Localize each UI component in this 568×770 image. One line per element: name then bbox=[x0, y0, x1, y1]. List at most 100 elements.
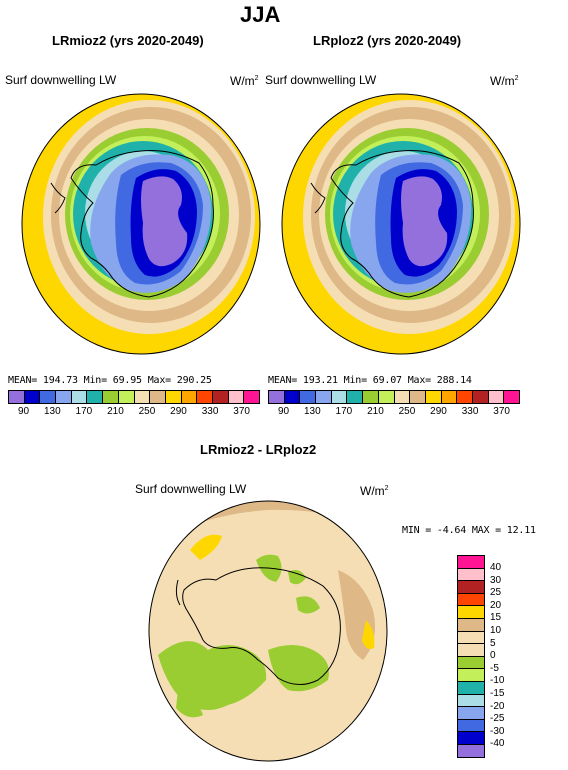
swatch bbox=[134, 391, 151, 403]
tick-label: 370 bbox=[493, 406, 510, 417]
swatch bbox=[165, 391, 182, 403]
colorbar-diff-ticks: 40 30 25 20 15 10 5 0 -5 -10 -15 -20 -25… bbox=[490, 562, 504, 751]
map-right bbox=[281, 93, 521, 355]
tick-label: 290 bbox=[170, 406, 187, 417]
swatch bbox=[458, 618, 484, 632]
tick-label: -10 bbox=[490, 675, 505, 687]
swatch bbox=[504, 391, 519, 403]
tick-label: 20 bbox=[490, 599, 502, 611]
swatch bbox=[410, 391, 426, 403]
swatch bbox=[458, 669, 484, 682]
swatch bbox=[300, 391, 317, 403]
swatch bbox=[458, 719, 484, 733]
swatch bbox=[181, 391, 198, 403]
swatch bbox=[212, 391, 229, 403]
swatch bbox=[103, 391, 119, 403]
tick-label: 330 bbox=[201, 406, 219, 417]
swatch bbox=[197, 391, 213, 403]
swatch bbox=[118, 391, 135, 403]
panel-left-title: LRmioz2 (yrs 2020-2049) bbox=[52, 33, 204, 48]
panel-right-title: LRploz2 (yrs 2020-2049) bbox=[313, 33, 462, 48]
colorbar-left: 90 130 170 210 250 290 330 370 bbox=[8, 390, 260, 417]
swatch bbox=[472, 391, 489, 403]
panel-left-units: W/m2 bbox=[230, 74, 259, 88]
colorbar-right-swatches bbox=[268, 390, 520, 404]
swatch bbox=[458, 631, 484, 645]
colorbar-diff bbox=[457, 555, 485, 758]
swatch bbox=[458, 732, 484, 745]
tick-label: 5 bbox=[490, 637, 496, 649]
swatch bbox=[150, 391, 166, 403]
swatch bbox=[9, 391, 25, 403]
tick-label: 130 bbox=[43, 406, 61, 417]
tick-label: 330 bbox=[461, 406, 479, 417]
panel-right-units: W/m2 bbox=[490, 74, 519, 88]
panel-left-variable: Surf downwelling LW bbox=[5, 73, 117, 87]
swatch bbox=[331, 391, 348, 403]
swatch bbox=[458, 694, 484, 708]
diff-stats: MIN = -4.64 MAX = 12.11 bbox=[402, 525, 536, 536]
tick-label: 170 bbox=[335, 406, 353, 417]
swatch bbox=[458, 556, 484, 569]
swatch bbox=[488, 391, 505, 403]
tick-label: -5 bbox=[490, 662, 499, 674]
tick-label: -25 bbox=[490, 713, 505, 725]
tick-label: 30 bbox=[490, 574, 502, 586]
swatch bbox=[40, 391, 57, 403]
panel-left-stats: MEAN= 194.73 Min= 69.95 Max= 290.25 bbox=[8, 375, 212, 386]
swatch bbox=[458, 568, 484, 582]
swatch bbox=[87, 391, 104, 403]
colorbar-right: 90 130 170 210 250 290 330 370 bbox=[268, 390, 520, 417]
swatch bbox=[458, 681, 484, 695]
swatch bbox=[441, 391, 458, 403]
colorbar-right-ticks: 90 130 170 210 250 290 330 370 bbox=[268, 404, 520, 417]
swatch bbox=[56, 391, 72, 403]
panel-right-stats: MEAN= 193.21 Min= 69.07 Max= 288.14 bbox=[268, 375, 472, 386]
swatch bbox=[284, 391, 301, 403]
tick-label: 370 bbox=[233, 406, 250, 417]
map-left bbox=[21, 93, 261, 355]
swatch bbox=[458, 644, 484, 657]
tick-label: 210 bbox=[107, 406, 124, 417]
swatch bbox=[316, 391, 332, 403]
swatch bbox=[363, 391, 379, 403]
tick-label: 25 bbox=[490, 587, 502, 599]
tick-label: 90 bbox=[278, 406, 290, 417]
tick-label: 250 bbox=[138, 406, 156, 417]
colorbar-left-ticks: 90 130 170 210 250 290 330 370 bbox=[8, 404, 260, 417]
tick-label: 40 bbox=[490, 562, 502, 573]
tick-label: 170 bbox=[75, 406, 93, 417]
tick-label: 90 bbox=[18, 406, 30, 417]
tick-label: -40 bbox=[490, 738, 505, 750]
colorbar-diff-swatches bbox=[457, 555, 485, 758]
swatch bbox=[458, 606, 484, 619]
diff-title: LRmioz2 - LRploz2 bbox=[200, 442, 317, 457]
tick-label: 210 bbox=[367, 406, 384, 417]
swatch bbox=[458, 581, 484, 594]
swatch bbox=[71, 391, 88, 403]
tick-label: -30 bbox=[490, 725, 505, 737]
tick-label: -15 bbox=[490, 687, 505, 699]
swatch bbox=[24, 391, 41, 403]
swatch bbox=[228, 391, 245, 403]
main-title: JJA bbox=[240, 2, 281, 27]
tick-label: 130 bbox=[303, 406, 321, 417]
swatch bbox=[394, 391, 411, 403]
map-diff bbox=[148, 500, 388, 762]
tick-label: 250 bbox=[398, 406, 416, 417]
swatch bbox=[378, 391, 395, 403]
swatch bbox=[244, 391, 259, 403]
panel-right-variable: Surf downwelling LW bbox=[265, 73, 377, 87]
swatch bbox=[458, 744, 484, 757]
swatch bbox=[269, 391, 285, 403]
swatch bbox=[457, 391, 473, 403]
tick-label: 0 bbox=[490, 650, 496, 662]
swatch bbox=[347, 391, 364, 403]
swatch bbox=[458, 593, 484, 607]
tick-label: 290 bbox=[430, 406, 447, 417]
swatch bbox=[425, 391, 442, 403]
diff-units: W/m2 bbox=[360, 484, 389, 498]
swatch bbox=[458, 656, 484, 670]
tick-label: 15 bbox=[490, 612, 502, 624]
diff-variable: Surf downwelling LW bbox=[135, 482, 247, 496]
